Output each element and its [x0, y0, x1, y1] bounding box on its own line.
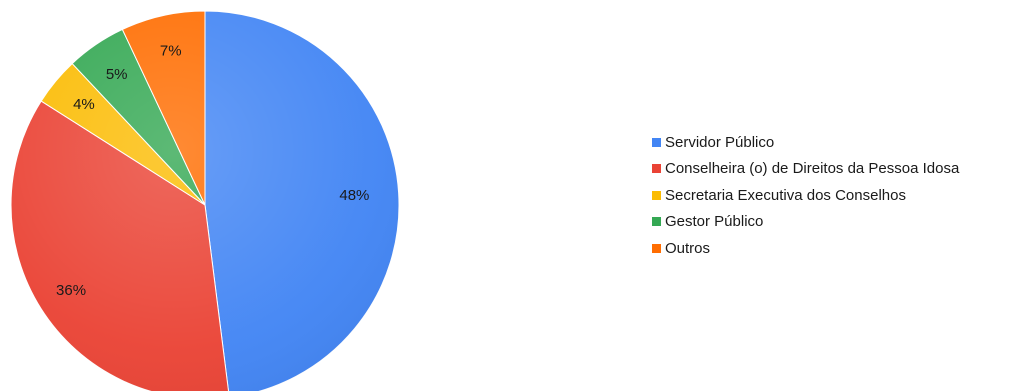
pie-slice-1 — [204, 10, 400, 391]
legend-item: Conselheira (o) de Direitos da Pessoa Id… — [652, 156, 959, 183]
legend-item: Secretaria Executiva dos Conselhos — [652, 182, 959, 209]
chart-legend: Servidor Público Conselheira (o) de Direi… — [652, 129, 959, 262]
legend-swatch — [652, 217, 661, 227]
legend-swatch — [652, 243, 661, 253]
legend-label: Servidor Público — [665, 133, 775, 151]
legend-swatch — [652, 164, 661, 174]
legend-item: Outros — [652, 235, 959, 262]
legend-item: Servidor Público — [652, 129, 959, 156]
pie-slice-label-4: 5% — [106, 66, 128, 83]
pie-slice-label-1: 48% — [339, 187, 369, 204]
legend-label: Conselheira (o) de Direitos da Pessoa Id… — [665, 160, 960, 178]
legend-item: Gestor Público — [652, 209, 959, 236]
legend-swatch — [652, 190, 661, 200]
pie-slice-label-5: 7% — [160, 43, 182, 60]
legend-swatch — [652, 137, 661, 147]
legend-label: Secretaria Executiva dos Conselhos — [665, 186, 906, 204]
pie-slice-label-3: 4% — [73, 96, 95, 113]
legend-label: Outros — [665, 239, 711, 257]
legend-label: Gestor Público — [665, 213, 764, 231]
pie-slice-label-2: 36% — [56, 282, 86, 299]
pie-slice-labels: 48% 36% 4% 5% 7% — [56, 43, 369, 300]
